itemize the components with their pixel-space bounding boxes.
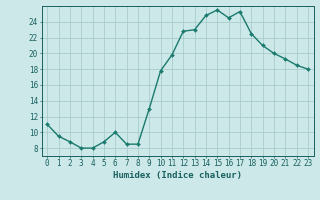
X-axis label: Humidex (Indice chaleur): Humidex (Indice chaleur) xyxy=(113,171,242,180)
